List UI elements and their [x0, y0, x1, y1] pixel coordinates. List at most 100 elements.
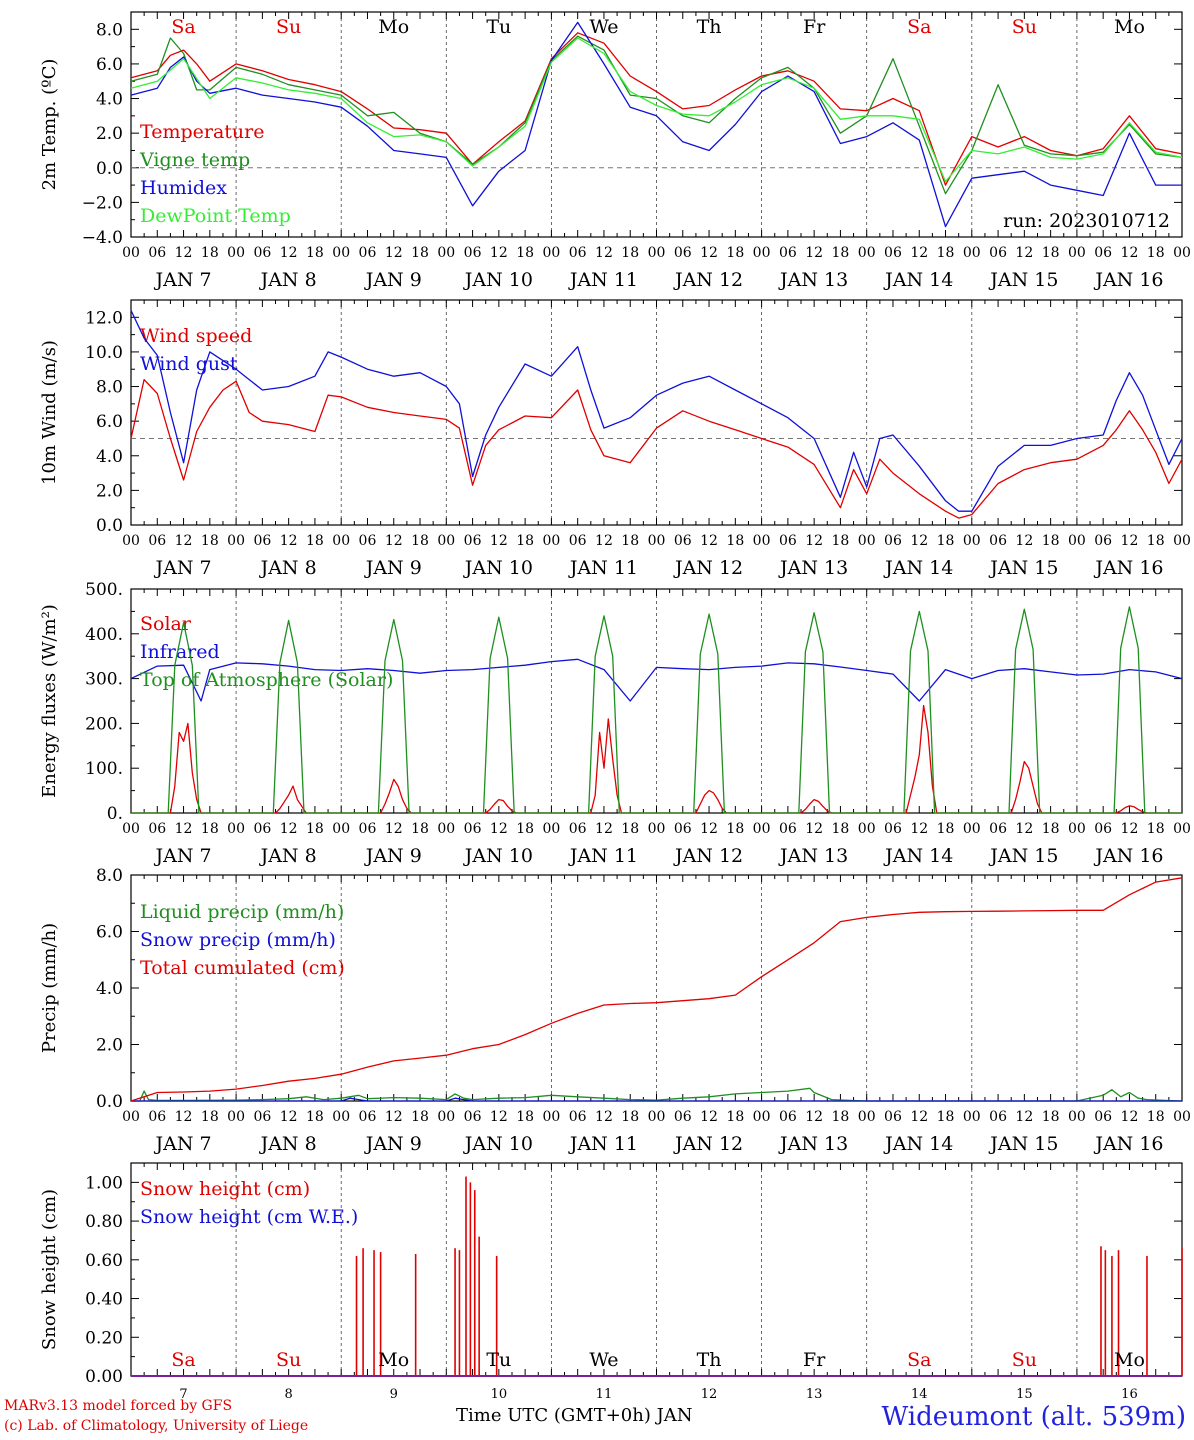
- hour-tick-label: 12: [280, 245, 298, 261]
- hour-tick-label: 18: [937, 1109, 955, 1125]
- hour-tick-label: 06: [253, 245, 271, 261]
- hour-tick-label: 06: [148, 821, 166, 837]
- hour-tick-label: 00: [542, 821, 560, 837]
- hour-tick-label: 12: [385, 245, 403, 261]
- hour-tick-label: 18: [1042, 821, 1060, 837]
- day-of-week-label: Su: [1012, 16, 1037, 38]
- y-tick-label: 4.0: [96, 90, 123, 110]
- hour-tick-label: 18: [937, 821, 955, 837]
- hour-tick-label: 18: [1147, 533, 1165, 549]
- date-label: JAN 16: [1093, 1133, 1163, 1155]
- day-of-week-label: Mo: [1114, 1349, 1145, 1371]
- hour-tick-label: 06: [148, 1109, 166, 1125]
- hour-tick-label: 00: [122, 245, 140, 261]
- hour-tick-label: 00: [1173, 533, 1191, 549]
- y-tick-label: 4.0: [96, 447, 123, 467]
- y-tick-label: 6.0: [96, 55, 123, 75]
- y-tick-label: 0.0: [96, 1092, 123, 1112]
- legend-entry: Humidex: [140, 177, 227, 199]
- hour-tick-label: 06: [569, 821, 587, 837]
- hour-tick-label: 18: [832, 1109, 850, 1125]
- day-of-week-label: Mo: [378, 16, 409, 38]
- day-number-label: 14: [911, 1387, 928, 1402]
- hour-tick-label: 12: [385, 821, 403, 837]
- hour-tick-label: 12: [1015, 245, 1033, 261]
- hour-tick-label: 18: [411, 245, 429, 261]
- hour-tick-label: 12: [175, 821, 193, 837]
- date-label: JAN 7: [154, 1133, 212, 1155]
- date-label: JAN 12: [673, 845, 743, 867]
- day-of-week-label: Su: [1012, 1349, 1037, 1371]
- day-of-week-label: We: [589, 16, 618, 38]
- hour-tick-label: 12: [805, 533, 823, 549]
- hour-tick-label: 06: [359, 245, 377, 261]
- hour-tick-label: 12: [385, 1109, 403, 1125]
- hour-tick-label: 18: [1042, 1109, 1060, 1125]
- y-tick-label: −2.0: [82, 193, 123, 213]
- hour-tick-label: 06: [884, 245, 902, 261]
- hour-tick-label: 12: [490, 1109, 508, 1125]
- date-label: JAN 9: [364, 269, 422, 291]
- plot-frame: [130, 11, 1183, 238]
- hour-tick-label: 12: [1015, 1109, 1033, 1125]
- hour-tick-label: 18: [937, 245, 955, 261]
- hour-tick-label: 00: [1173, 245, 1191, 261]
- day-of-week-label: Sa: [171, 1349, 195, 1371]
- day-of-week-label: We: [589, 1349, 618, 1371]
- hour-tick-label: 18: [832, 533, 850, 549]
- hour-tick-label: 12: [280, 821, 298, 837]
- series-line-temperature: [130, 32, 1183, 186]
- hour-tick-label: 00: [858, 821, 876, 837]
- date-label: JAN 7: [154, 845, 212, 867]
- hour-tick-label: 00: [227, 821, 245, 837]
- hour-tick-label: 12: [1015, 821, 1033, 837]
- day-of-week-label: Th: [697, 1349, 722, 1371]
- hour-tick-label: 12: [280, 533, 298, 549]
- date-label: JAN 16: [1093, 845, 1163, 867]
- date-label: JAN 10: [463, 845, 533, 867]
- hour-tick-label: 00: [858, 1109, 876, 1125]
- date-label: JAN 14: [883, 269, 953, 291]
- date-label: JAN 12: [673, 1133, 743, 1155]
- y-tick-label: 6.0: [96, 412, 123, 432]
- hour-tick-label: 18: [937, 533, 955, 549]
- hour-tick-label: 00: [122, 533, 140, 549]
- day-of-week-label: Sa: [907, 1349, 931, 1371]
- series-line-wind-speed: [130, 378, 1183, 519]
- date-label: JAN 15: [988, 1133, 1058, 1155]
- y-tick-label: 0.80: [85, 1212, 123, 1232]
- day-of-week-label: Tu: [486, 1349, 511, 1371]
- hour-tick-label: 00: [122, 821, 140, 837]
- day-of-week-label: Su: [276, 16, 301, 38]
- hour-tick-label: 12: [280, 1109, 298, 1125]
- y-tick-label: −4.0: [82, 228, 123, 248]
- date-label: JAN 8: [259, 557, 317, 579]
- hour-tick-label: 00: [858, 533, 876, 549]
- date-label: JAN 15: [988, 557, 1058, 579]
- hour-tick-label: 06: [253, 1109, 271, 1125]
- hour-tick-label: 12: [595, 533, 613, 549]
- day-of-week-label: Tu: [486, 16, 511, 38]
- panel-2: 0.0 2.0 4.0 6.0 8.0 10.0 12.0 10m Wind (m/s) Win…: [39, 299, 1191, 579]
- date-label: JAN 14: [883, 1133, 953, 1155]
- date-label: JAN 8: [259, 845, 317, 867]
- station-name: Wideumont (alt. 539m): [881, 1402, 1186, 1432]
- hour-tick-label: 06: [148, 245, 166, 261]
- legend-entry: Top of Atmosphere (Solar): [140, 669, 393, 691]
- hour-tick-label: 12: [805, 821, 823, 837]
- hour-tick-label: 18: [516, 821, 534, 837]
- date-label: JAN 13: [778, 845, 848, 867]
- series-line-infrared: [130, 658, 1183, 702]
- hour-tick-label: 18: [1147, 821, 1165, 837]
- series-line-snow-precip-mm-h-: [131, 1097, 1182, 1102]
- hour-tick-label: 00: [122, 1109, 140, 1125]
- hour-tick-label: 12: [910, 533, 928, 549]
- y-tick-label: 8.0: [96, 20, 123, 40]
- y-tick-label: 0.0: [96, 516, 123, 536]
- day-number-label: 8: [285, 1387, 293, 1402]
- y-tick-label: 12.0: [85, 308, 123, 328]
- hour-tick-label: 06: [1094, 533, 1112, 549]
- hour-tick-label: 06: [359, 533, 377, 549]
- hour-tick-label: 18: [201, 245, 219, 261]
- y-tick-label: 0.60: [85, 1251, 123, 1271]
